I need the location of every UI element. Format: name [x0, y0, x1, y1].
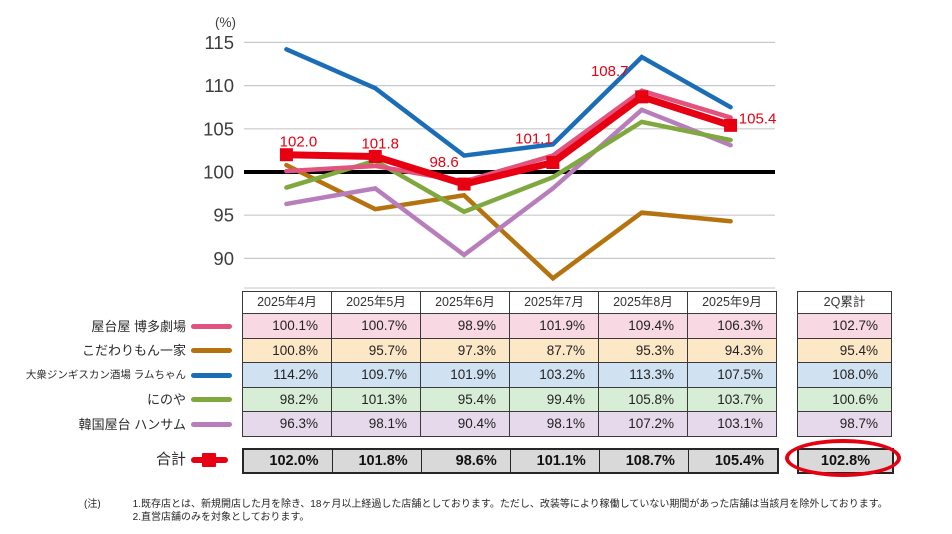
value-cell: 109.7%: [332, 363, 420, 387]
value-cell: 98.1%: [510, 412, 598, 436]
total-point-label: 108.7: [591, 63, 629, 80]
value-cell: 95.4%: [421, 387, 509, 411]
footnote-lines: 1.既存店とは、新規開店した月を除き、18ヶ月以上経過した店舗としております。た…: [133, 498, 888, 524]
value-cell: 98.1%: [332, 412, 420, 436]
total-point-marker: [279, 148, 293, 162]
month-header-cell: 2025年4月: [243, 292, 331, 313]
total-point-marker: [546, 155, 560, 169]
value-cell: 90.4%: [421, 412, 509, 436]
value-cell: 97.3%: [421, 338, 509, 362]
footnote: (注) 1.既存店とは、新規開店した月を除き、18ヶ月以上経過した店舗としており…: [84, 498, 888, 524]
total-point-marker: [635, 90, 649, 104]
legend-square-marker-total: [202, 452, 216, 467]
total-value-cell: 98.6%: [422, 450, 510, 472]
footnote-line-2: 2.直営店舗のみを対象としております。: [132, 512, 310, 523]
value-cell: 103.1%: [688, 412, 776, 436]
total-value-cell: 108.7%: [600, 450, 688, 472]
total-point-label: 105.4: [739, 110, 777, 127]
value-cell: 103.7%: [688, 387, 776, 411]
y-tick-label: 90: [213, 248, 234, 269]
series-line-1: [284, 162, 733, 282]
q2-cumulative-table: 2Q累計 102.7% 95.4% 108.0% 100.6% 98.7%: [797, 291, 892, 437]
total-point-label: 101.8: [361, 135, 399, 152]
monthly-sales-table: 2025年4月 2025年5月 2025年6月 2025年7月 2025年8月 2025年…: [242, 291, 777, 437]
q2-value-cell: 95.4%: [798, 338, 891, 362]
value-cell: 87.7%: [510, 338, 598, 362]
total-value-cell: 102.0%: [244, 450, 332, 472]
legend-line-swatch-0: [191, 323, 232, 329]
y-axis-unit-label: (%): [215, 15, 236, 30]
value-cell: 100.1%: [243, 314, 331, 338]
value-cell: 101.3%: [332, 387, 420, 411]
y-tick-label: 115: [205, 32, 235, 53]
total-value-cell: 101.8%: [333, 450, 421, 472]
total-point-label: 102.0: [280, 134, 318, 151]
value-cell: 95.3%: [599, 338, 687, 362]
y-tick-label: 110: [205, 75, 235, 96]
legend-label-2: 大衆ジンギスカン酒場 ラムちゃん: [25, 368, 186, 381]
total-row-table: 102.0% 101.8% 98.6% 101.1% 108.7% 105.4%: [242, 448, 779, 474]
month-header-cell: 2025年5月: [332, 292, 420, 313]
total-point-marker: [724, 118, 738, 132]
legend-line-swatch-4: [191, 421, 232, 427]
total-point-marker: [368, 149, 382, 163]
value-cell: 100.8%: [243, 338, 331, 362]
legend-line-swatch-3: [191, 397, 232, 402]
q2-total-table: 102.8%: [797, 448, 894, 474]
value-cell: 109.4%: [599, 314, 687, 338]
value-cell: 113.3%: [599, 363, 687, 387]
value-cell: 107.5%: [688, 363, 776, 387]
value-cell: 98.9%: [421, 314, 509, 338]
legend-label-0: 屋台屋 博多劇場: [91, 318, 186, 334]
y-tick-label: 95: [213, 205, 234, 226]
q2-value-cell: 108.0%: [798, 363, 891, 387]
month-header-cell: 2025年7月: [510, 292, 598, 313]
value-cell: 103.2%: [510, 363, 598, 387]
legend-label-3: にのや: [146, 392, 186, 407]
same-store-sales-line-chart: 115 110 105 100 95 90 (%) 102.0 101.8 98.6 101.1 10…: [203, 15, 777, 289]
value-cell: 101.9%: [510, 314, 598, 338]
total-point-marker: [457, 177, 471, 191]
q2-header-cell: 2Q累計: [798, 292, 891, 313]
month-header-cell: 2025年9月: [688, 292, 776, 313]
value-cell: 105.8%: [599, 387, 687, 411]
month-header-cell: 2025年6月: [421, 292, 509, 313]
value-cell: 101.9%: [421, 363, 509, 387]
footnote-label: (注): [84, 499, 101, 510]
total-point-label: 101.1: [515, 130, 553, 147]
q2-value-cell: 102.7%: [798, 314, 891, 338]
total-value-cell: 105.4%: [689, 450, 777, 472]
y-tick-label: 105: [203, 118, 234, 139]
total-value-cell: 101.1%: [511, 450, 599, 472]
value-cell: 106.3%: [688, 314, 776, 338]
legend-line-swatch-1: [191, 348, 232, 353]
value-cell: 95.7%: [332, 338, 420, 362]
legend-line-swatch-2: [191, 372, 232, 378]
value-cell: 94.3%: [688, 338, 776, 362]
legend-label-4: 韓国屋台 ハンサム: [78, 416, 186, 432]
total-series-line: [282, 92, 735, 188]
value-cell: 100.7%: [332, 314, 420, 338]
series-line-0: [284, 88, 733, 184]
series-line-2: [284, 47, 733, 158]
legend-label-total: 合計: [155, 451, 186, 468]
q2-value-cell: 100.6%: [798, 387, 891, 411]
value-cell: 114.2%: [243, 363, 331, 387]
value-cell: 107.2%: [599, 412, 687, 436]
y-tick-label: 100: [203, 162, 234, 183]
value-cell: 96.3%: [243, 412, 331, 436]
total-point-label: 98.6: [429, 154, 458, 171]
q2-value-cell: 98.7%: [798, 412, 891, 436]
legend-label-1: こだわりもん一家: [81, 343, 186, 358]
footnote-line-1: 1.既存店とは、新規開店した月を除き、18ヶ月以上経過した店舗としております。た…: [132, 499, 888, 510]
value-cell: 99.4%: [510, 387, 598, 411]
q2-total-value-cell: 102.8%: [799, 450, 892, 472]
value-cell: 98.2%: [243, 387, 331, 411]
series-line-4: [284, 107, 733, 258]
month-header-cell: 2025年8月: [599, 292, 687, 313]
